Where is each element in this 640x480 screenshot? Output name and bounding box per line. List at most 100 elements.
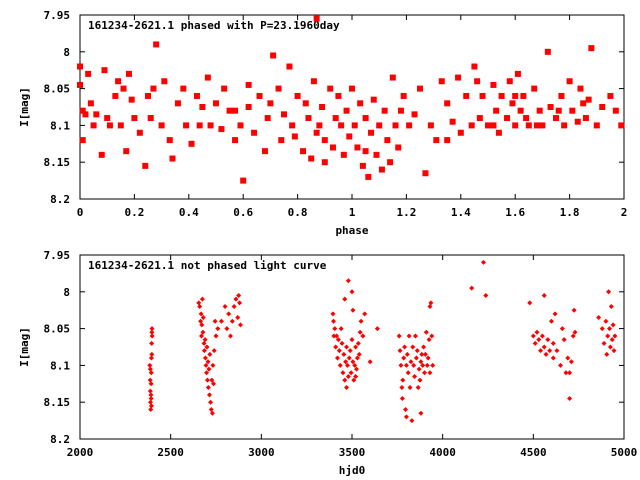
x-tick-label-bottom: 4000 <box>429 446 456 459</box>
data-point <box>534 329 540 335</box>
data-point <box>148 392 154 398</box>
data-point <box>362 311 368 317</box>
data-point <box>483 292 489 298</box>
data-point <box>541 344 547 350</box>
data-point <box>232 107 239 114</box>
data-point <box>161 78 168 85</box>
data-point <box>527 300 533 306</box>
data-point <box>350 307 356 313</box>
data-point <box>544 48 551 55</box>
data-point <box>148 403 154 409</box>
data-point <box>106 122 113 129</box>
data-point <box>423 329 429 335</box>
data-point <box>79 137 86 144</box>
data-point <box>538 348 544 354</box>
data-point <box>98 151 105 158</box>
data-point <box>565 355 571 361</box>
x-tick-label-bottom: 3500 <box>339 446 366 459</box>
data-point <box>275 85 282 92</box>
data-point <box>198 311 204 317</box>
data-point <box>331 333 337 339</box>
data-point <box>357 329 363 335</box>
data-point <box>147 377 153 383</box>
data-point <box>585 96 592 103</box>
data-point <box>525 122 532 129</box>
data-point <box>410 344 416 350</box>
data-point <box>350 359 356 365</box>
data-point <box>206 366 212 372</box>
data-point <box>123 148 130 155</box>
data-point <box>101 67 108 74</box>
data-point <box>334 333 340 339</box>
data-point <box>291 133 298 140</box>
y-tick-label-top: 8.05 <box>44 83 71 96</box>
data-point <box>603 318 609 324</box>
data-point <box>335 337 341 343</box>
data-point <box>395 144 402 151</box>
data-point <box>427 304 433 310</box>
data-point <box>424 362 430 368</box>
data-point <box>125 70 132 77</box>
data-point <box>550 355 556 361</box>
data-point <box>316 122 323 129</box>
data-point <box>403 362 409 368</box>
data-point <box>90 122 97 129</box>
data-point <box>341 351 347 357</box>
data-point <box>553 115 559 122</box>
data-point <box>399 396 405 402</box>
data-point <box>233 296 239 302</box>
data-point <box>313 15 320 22</box>
data-point <box>209 377 215 383</box>
data-point <box>412 333 418 339</box>
data-point <box>612 107 619 114</box>
data-point <box>571 307 577 313</box>
data-point <box>596 315 602 321</box>
data-point <box>362 148 369 155</box>
data-point <box>612 333 618 339</box>
data-point <box>300 148 307 155</box>
data-point <box>444 137 451 144</box>
chart-title-bottom: 161234-2621.1 not phased light curve <box>88 259 327 272</box>
data-point <box>213 333 219 339</box>
data-point <box>231 304 237 310</box>
data-point <box>128 96 135 103</box>
data-point <box>199 296 205 302</box>
data-point <box>149 333 155 339</box>
data-point <box>355 340 361 346</box>
data-point <box>147 115 154 122</box>
data-point <box>338 122 345 129</box>
data-point <box>351 377 357 383</box>
data-point <box>338 326 344 332</box>
data-point <box>607 344 613 350</box>
data-point <box>373 151 380 158</box>
x-tick-label-top: 0 <box>77 206 84 219</box>
x-axis-label-bottom: hjd0 <box>339 464 366 477</box>
x-tick-label-top: 1.2 <box>396 206 416 219</box>
y-tick-label-bottom: 8.15 <box>44 396 71 409</box>
data-point <box>115 78 122 85</box>
data-point <box>517 107 524 114</box>
data-point <box>493 107 500 114</box>
data-point <box>120 85 127 92</box>
data-point <box>520 92 527 99</box>
data-point <box>400 377 406 383</box>
data-point <box>289 122 296 129</box>
data-point <box>563 370 569 376</box>
data-point <box>335 92 342 99</box>
data-point <box>404 351 410 357</box>
data-point <box>438 78 445 85</box>
data-point <box>558 92 565 99</box>
data-point <box>490 81 497 88</box>
data-point <box>211 348 217 354</box>
data-point <box>207 122 214 129</box>
x-tick-label-top: 0.8 <box>288 206 308 219</box>
data-point <box>411 362 417 368</box>
data-point <box>429 333 435 339</box>
data-point <box>408 359 414 365</box>
data-point <box>457 129 464 136</box>
data-point <box>267 100 274 107</box>
data-point <box>370 96 377 103</box>
data-point <box>197 304 203 310</box>
data-point <box>131 115 138 122</box>
data-point <box>599 326 605 332</box>
